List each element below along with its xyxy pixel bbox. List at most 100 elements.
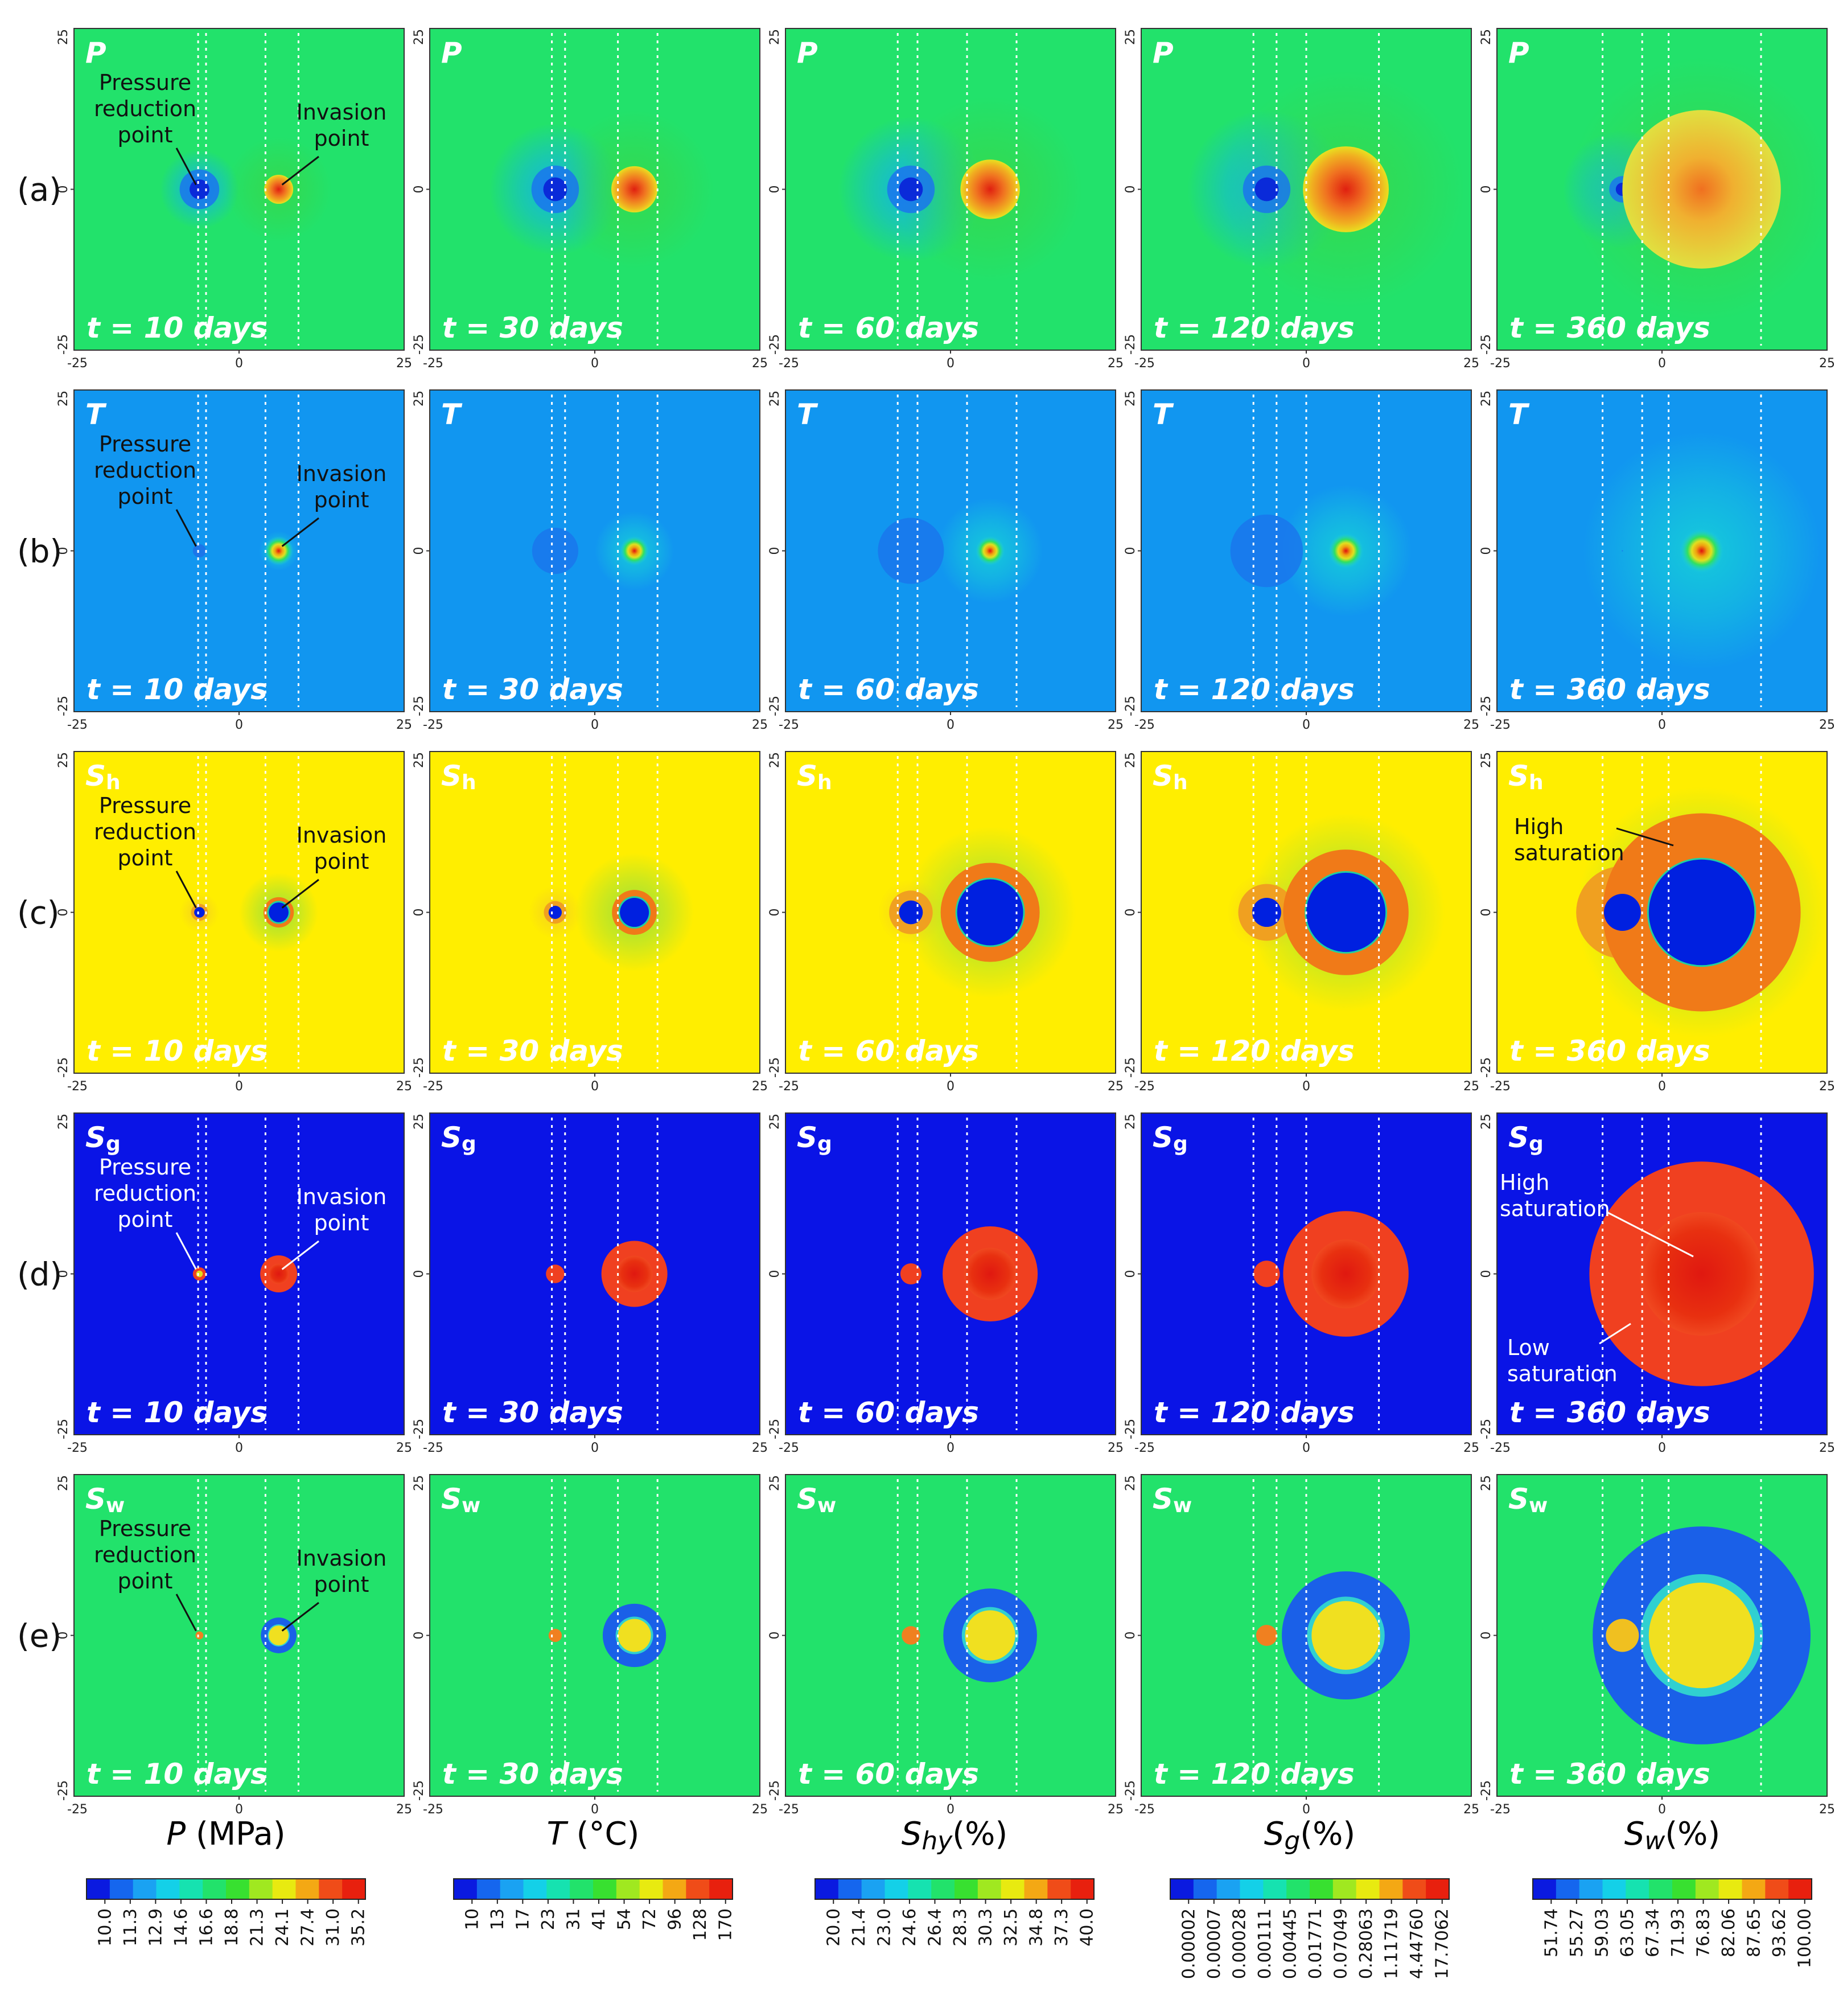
colorbar-swatch (1788, 1879, 1812, 1899)
x-tick-label: 0 (591, 718, 599, 732)
annotation-leader (281, 517, 319, 547)
colorbar-frame (86, 1878, 366, 1900)
annotation-line: Pressure (99, 70, 191, 95)
colorbar-tick-label: 12.9 (146, 1908, 166, 1947)
time-label: t = 120 days (1154, 1396, 1355, 1429)
variable-letter: S (797, 759, 817, 793)
annotation-line: reduction (94, 96, 196, 121)
panel-b-4: Tt = 120 days -25 0 25 25 0 -25 (1124, 389, 1479, 732)
field-background (430, 1475, 760, 1796)
variable-subscript: h (462, 771, 476, 794)
colorbar-swatch (885, 1879, 908, 1899)
invasion-core (1648, 859, 1755, 966)
colorbar-swatch (1310, 1879, 1334, 1899)
colorbar-swatch (709, 1879, 733, 1899)
variable-letter: S (797, 1121, 817, 1154)
annotation-leader (175, 147, 197, 186)
x-tick-label: 25 (1819, 718, 1835, 732)
x-tick-label: 25 (752, 356, 768, 371)
colorbar-tick-label: 24.6 (900, 1908, 920, 1947)
colorbar-swatch (87, 1879, 110, 1899)
colorbar-tick-label: 0.00002 (1179, 1908, 1199, 1979)
variable-label: Sg (797, 1121, 832, 1156)
invasion-core (1648, 1582, 1755, 1689)
y-tick-label: 0 (1479, 1632, 1494, 1640)
panel-d-3: Sg t = 60 days -25 0 25 25 0 -25 (768, 1112, 1124, 1455)
panel-c-1: Sh t = 10 days -25 0 25 25 0 -25 Pressure reducti… (56, 751, 412, 1094)
colorbar-swatch (249, 1879, 273, 1899)
annotation-line: reduction (94, 1542, 196, 1567)
annotation-line: Low (1507, 1335, 1550, 1360)
x-tick-label: 25 (752, 1079, 768, 1094)
y-tick-label: -25 (1124, 1780, 1138, 1801)
panel-field (430, 752, 760, 1073)
invasion-annotation: Invasion point (297, 461, 387, 512)
sink-core (548, 1628, 562, 1643)
field-background (74, 752, 404, 1073)
panel-field (785, 1113, 1116, 1435)
invasion-core (1303, 146, 1389, 232)
annotation-leader (175, 871, 197, 909)
x-tick-label: 0 (591, 356, 599, 371)
y-tick-label: 0 (56, 909, 71, 917)
colorbar-tick-label: 37.3 (1052, 1908, 1072, 1947)
time-label: t = 30 days (442, 1396, 623, 1429)
colorbar-swatch (1332, 1879, 1357, 1899)
variable-subscript: w (1529, 1494, 1548, 1517)
panel-field (74, 752, 404, 1073)
variable-label: Sw (1153, 1483, 1192, 1517)
invasion-core (1328, 533, 1364, 569)
sink-core (899, 177, 923, 202)
colorbar-tick-label: 31.0 (323, 1908, 343, 1947)
panel-field (1497, 28, 1827, 350)
x-tick-label: 0 (591, 1803, 599, 1817)
invasion-core (611, 166, 658, 213)
panel-e-4: Sw t = 120 days -25 0 25 25 0 -25 (1124, 1474, 1479, 1817)
colorbar-swatch (1672, 1879, 1696, 1899)
sink-gas (1606, 1257, 1639, 1291)
colorbar-tick-label: 27.4 (298, 1908, 318, 1947)
y-tick-label: -25 (1124, 1419, 1138, 1439)
variable-label: Sh (797, 759, 832, 794)
variable-letter: S (797, 1483, 817, 1516)
colorbar-tick-label: 24.1 (273, 1908, 293, 1947)
colorbar-swatch (908, 1879, 932, 1899)
colorbar-1: P (MPa) 10.0 11.3 12.9 14.6 16.6 18.8 21.3 24.1 2… (86, 1816, 369, 1947)
y-tick-label: -25 (412, 1780, 426, 1801)
x-tick-label: -25 (1490, 1803, 1511, 1817)
annotation-line: reduction (94, 819, 196, 844)
colorbar-tick-label: 0.28063 (1356, 1908, 1376, 1979)
colorbar-swatch (1579, 1879, 1603, 1899)
y-tick-label: -25 (56, 334, 71, 355)
x-tick-label: 25 (1108, 1803, 1124, 1817)
sink-core (532, 527, 579, 574)
invasion-annotation: Invasion point (297, 1546, 387, 1597)
colorbar-title: P (MPa) (166, 1816, 285, 1853)
colorbar-tick-label: 11.3 (121, 1908, 141, 1947)
panel-b-1: Tt = 10 days -25 0 25 25 0 -25 Pressure reductio… (56, 389, 412, 732)
time-label: t = 60 days (798, 1034, 979, 1067)
panel-field (74, 28, 404, 350)
colorbar-title-var: T (547, 1816, 569, 1853)
panel-field (1497, 1113, 1827, 1435)
colorbar-tick-label: 72 (640, 1908, 660, 1930)
sink-core (1252, 897, 1281, 927)
annotation-line: saturation (1500, 1196, 1610, 1221)
colorbar-swatch (476, 1879, 501, 1899)
field-background (430, 1113, 760, 1435)
y-tick-label: 25 (1479, 1114, 1494, 1130)
colorbar-3: Shy(%) 20.0 21.4 23.0 24.6 26.4 28.3 30.3 32.5 34… (814, 1816, 1097, 1947)
invasion-core (965, 1610, 1015, 1661)
variable-label: Sw (1508, 1483, 1548, 1517)
colorbar-title: Sg(%) (1264, 1816, 1355, 1855)
invasion-annotation: Invasion point (297, 823, 387, 874)
colorbar-tick-label: 10.0 (95, 1908, 115, 1947)
variable-subscript: g (817, 1132, 832, 1156)
variable-label: Sh (1153, 759, 1188, 794)
y-tick-label: 25 (1124, 391, 1138, 407)
annotation-line: Pressure (99, 793, 191, 818)
x-tick-label: 25 (752, 1441, 768, 1455)
variable-letter: S (85, 759, 106, 793)
y-tick-label: 0 (1124, 547, 1138, 555)
y-tick-label: 0 (56, 186, 71, 194)
